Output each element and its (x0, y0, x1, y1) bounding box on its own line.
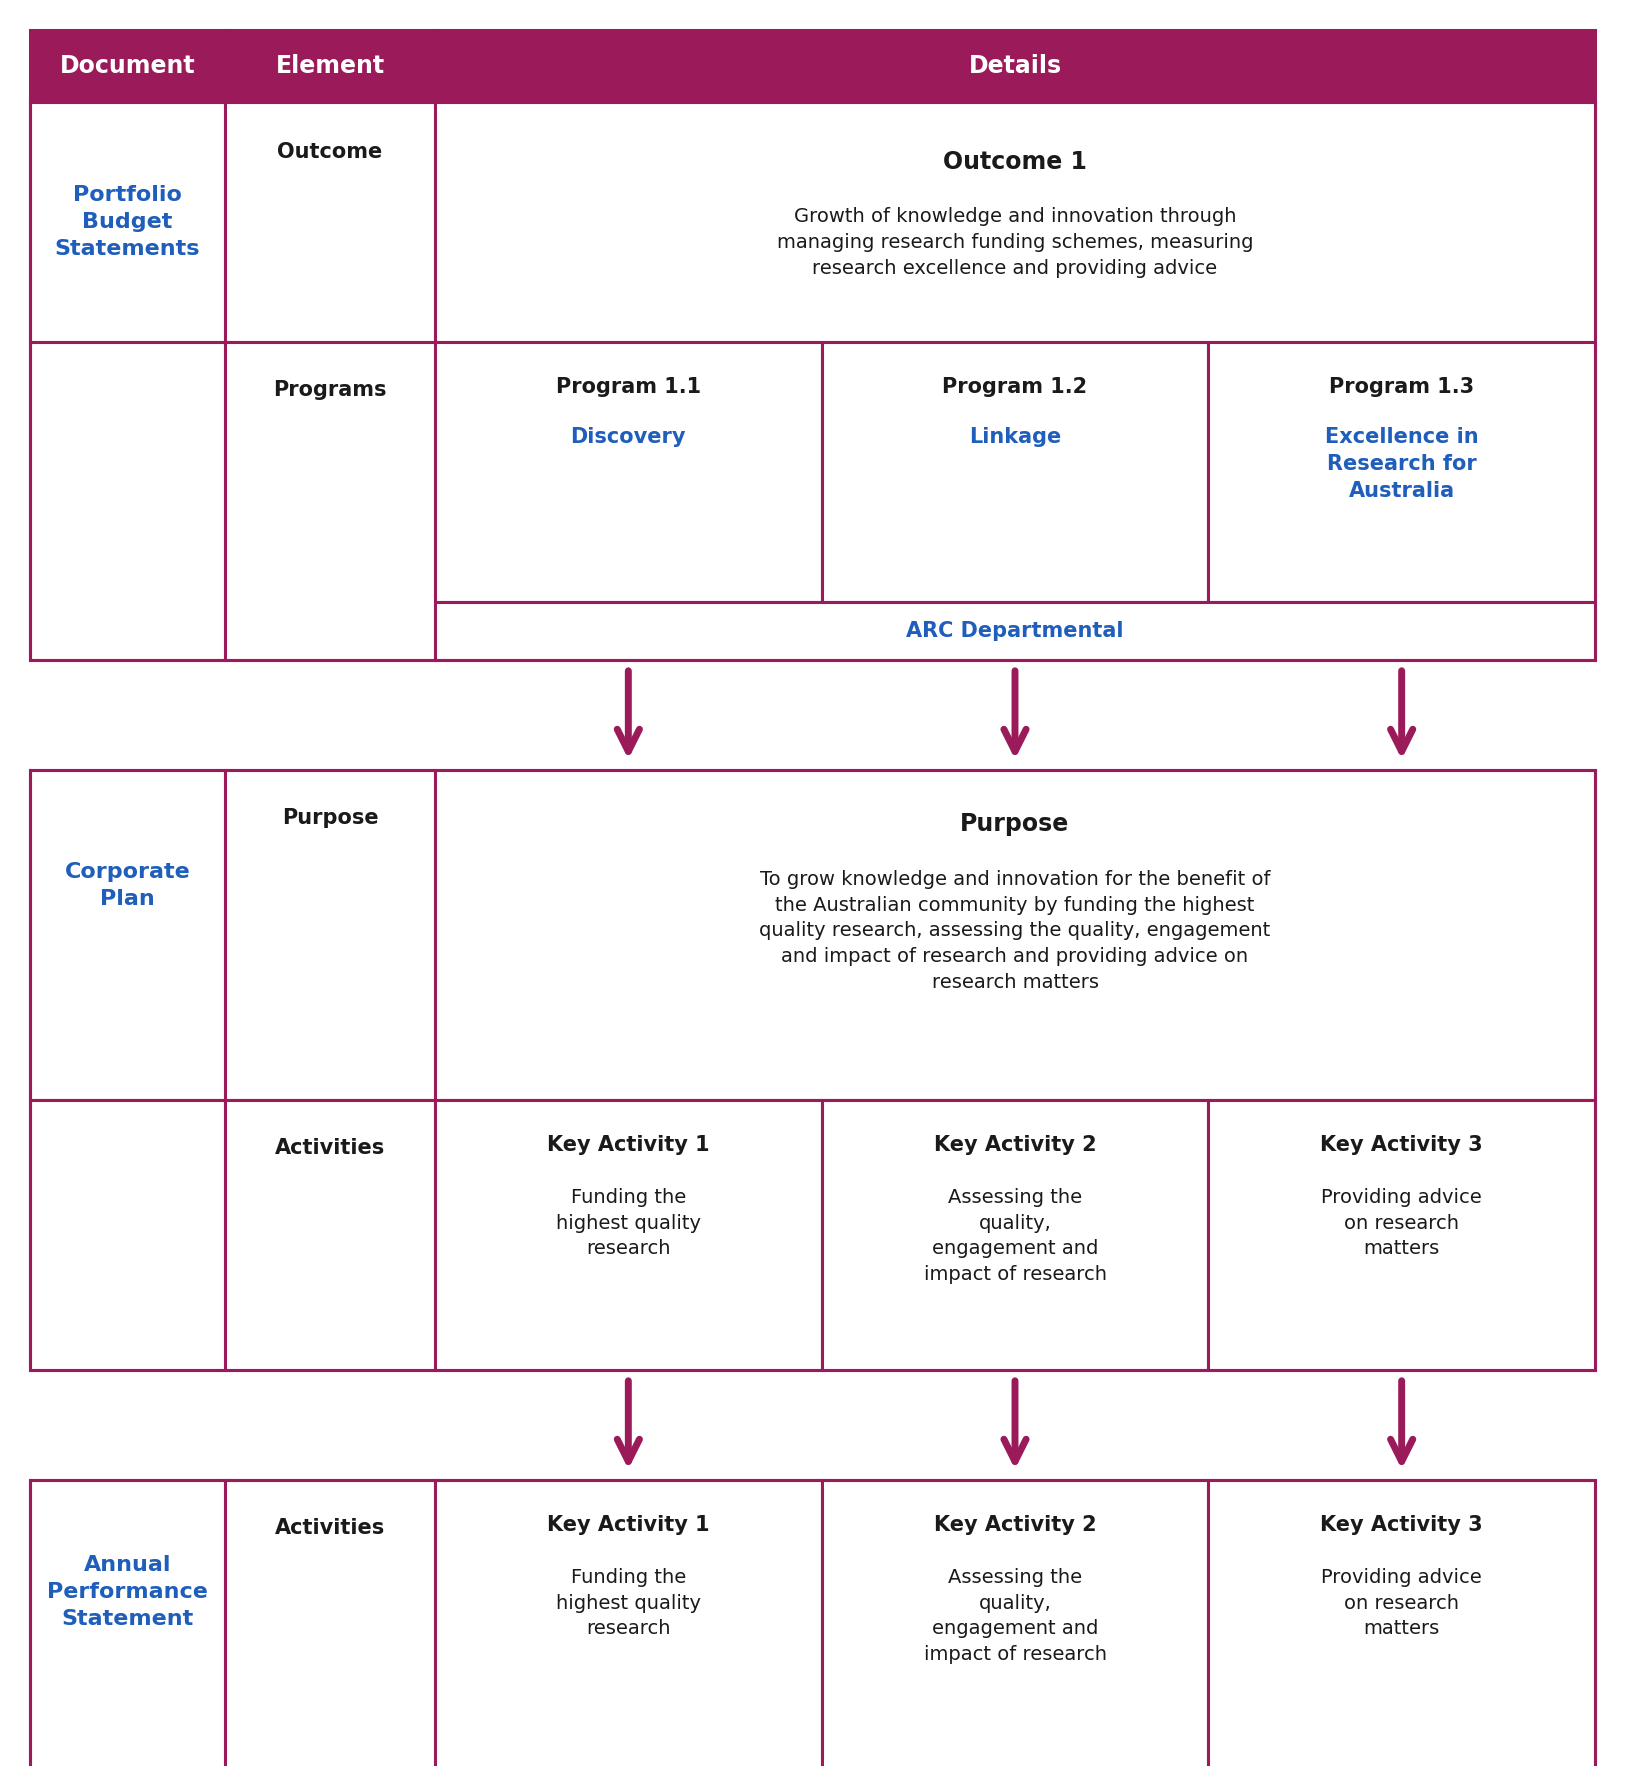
Text: Program 1.2: Program 1.2 (942, 376, 1087, 397)
Bar (822, 1100, 1209, 1370)
Text: Corporate
Plan: Corporate Plan (65, 862, 190, 909)
Text: Annual
Performance
Statement: Annual Performance Statement (47, 1554, 208, 1630)
Text: Programs: Programs (273, 380, 387, 401)
Text: Activities: Activities (275, 1137, 385, 1158)
Bar (224, 1480, 436, 1766)
Bar (29, 1480, 224, 1766)
Text: Excellence in
Research for
Australia: Excellence in Research for Australia (1324, 427, 1479, 502)
Bar (224, 102, 436, 343)
Text: Funding the
highest quality
research: Funding the highest quality research (556, 1568, 700, 1639)
Text: ARC Departmental: ARC Departmental (907, 622, 1124, 641)
Text: Discovery: Discovery (570, 427, 686, 447)
Bar (436, 1100, 822, 1370)
Bar (1209, 1480, 1596, 1766)
Bar (436, 102, 1596, 343)
Text: Outcome: Outcome (278, 141, 382, 162)
Bar (224, 30, 436, 102)
Text: Purpose: Purpose (960, 812, 1069, 835)
Bar (1209, 343, 1596, 602)
Text: Funding the
highest quality
research: Funding the highest quality research (556, 1189, 700, 1259)
Text: Assessing the
quality,
engagement and
impact of research: Assessing the quality, engagement and im… (923, 1189, 1107, 1284)
Text: Program 1.1: Program 1.1 (556, 376, 700, 397)
Text: Key Activity 3: Key Activity 3 (1321, 1515, 1484, 1535)
Text: Details: Details (968, 55, 1061, 78)
Text: Portfolio
Budget
Statements: Portfolio Budget Statements (55, 185, 200, 260)
Text: Key Activity 1: Key Activity 1 (548, 1136, 710, 1155)
Text: Key Activity 2: Key Activity 2 (934, 1136, 1097, 1155)
Bar (436, 30, 1596, 102)
Bar (436, 770, 1596, 1100)
Text: Activities: Activities (275, 1519, 385, 1538)
Bar (224, 770, 436, 1100)
Bar (29, 770, 1596, 1370)
Bar (224, 343, 436, 660)
Bar (29, 343, 224, 660)
Text: Outcome 1: Outcome 1 (942, 150, 1087, 175)
Bar (436, 602, 1596, 660)
Text: Purpose: Purpose (281, 809, 379, 828)
Text: Element: Element (276, 55, 385, 78)
Text: Linkage: Linkage (968, 427, 1061, 447)
Bar (29, 1100, 224, 1370)
Bar (1209, 1100, 1596, 1370)
Bar (29, 102, 224, 343)
Bar (436, 1480, 822, 1766)
Bar (29, 770, 224, 1100)
Text: Program 1.3: Program 1.3 (1329, 376, 1474, 397)
Bar (29, 30, 224, 102)
Bar (29, 102, 1596, 660)
Text: Key Activity 3: Key Activity 3 (1321, 1136, 1484, 1155)
Bar (822, 343, 1209, 602)
Bar (29, 1480, 1596, 1766)
Text: To grow knowledge and innovation for the benefit of
the Australian community by : To grow knowledge and innovation for the… (759, 871, 1271, 992)
Text: Document: Document (60, 55, 195, 78)
Text: Key Activity 1: Key Activity 1 (548, 1515, 710, 1535)
Text: Providing advice
on research
matters: Providing advice on research matters (1321, 1189, 1482, 1259)
Text: Growth of knowledge and innovation through
managing research funding schemes, me: Growth of knowledge and innovation throu… (777, 207, 1253, 277)
Bar (436, 343, 822, 602)
Text: Assessing the
quality,
engagement and
impact of research: Assessing the quality, engagement and im… (923, 1568, 1107, 1664)
Text: Providing advice
on research
matters: Providing advice on research matters (1321, 1568, 1482, 1639)
Bar (224, 1100, 436, 1370)
Text: Key Activity 2: Key Activity 2 (934, 1515, 1097, 1535)
Bar (822, 1480, 1209, 1766)
